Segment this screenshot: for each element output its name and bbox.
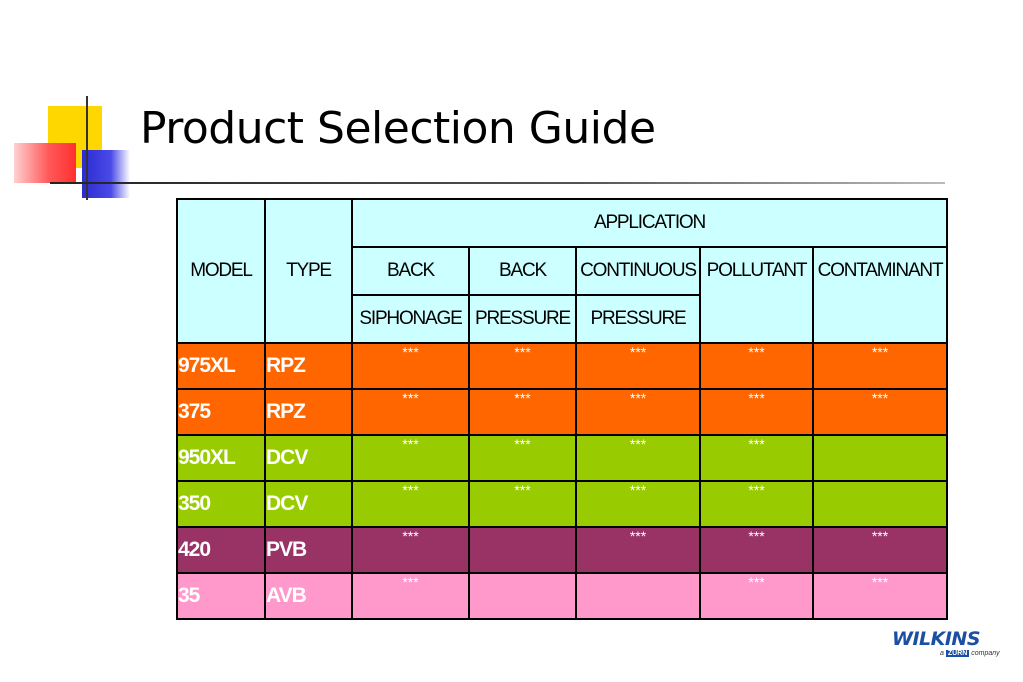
type-cell: PVB <box>264 526 353 574</box>
app-cell: *** <box>812 342 948 390</box>
table-row: 950XL DCV *** *** *** *** <box>176 434 948 482</box>
app-cell: *** <box>351 526 470 574</box>
header-col-2-line1: BACK <box>468 246 577 296</box>
logo-tagline-pre: a <box>940 650 944 657</box>
table-row: 350 DCV *** *** *** *** <box>176 480 948 528</box>
type-cell: AVB <box>264 572 353 620</box>
app-cell: *** <box>351 572 470 620</box>
app-cell <box>812 480 948 528</box>
app-cell: *** <box>351 388 470 436</box>
header-col-1-line1: BACK <box>351 246 470 296</box>
app-cell: *** <box>575 434 701 482</box>
app-cell: *** <box>699 342 814 390</box>
app-cell: *** <box>699 572 814 620</box>
header-row-line1: BACK BACK CONTINUOUS POLLUTANT CONTAMINA… <box>177 246 948 344</box>
type-cell: RPZ <box>264 388 353 436</box>
header-type: TYPE <box>264 198 353 344</box>
zurn-brand-mark: ZURN <box>945 650 970 657</box>
app-cell: *** <box>699 434 814 482</box>
app-cell <box>468 526 577 574</box>
table-row: 975XL RPZ *** *** *** *** *** <box>176 342 948 390</box>
title-underline <box>50 182 945 184</box>
app-cell <box>812 434 948 482</box>
header-row-line2: SIPHONAGE PRESSURE PRESSURE <box>177 294 947 344</box>
model-cell: 420 <box>176 526 266 574</box>
app-cell: *** <box>351 480 470 528</box>
decor-vertical-line <box>86 96 88 200</box>
app-cell: *** <box>812 572 948 620</box>
table-row: 375 RPZ *** *** *** *** *** <box>176 388 948 436</box>
decor-blue-square <box>82 150 130 198</box>
app-cell: *** <box>575 388 701 436</box>
type-cell: RPZ <box>264 342 353 390</box>
logo-tagline: a ZURN company <box>940 650 1000 657</box>
app-cell: *** <box>575 526 701 574</box>
app-cell: *** <box>351 342 470 390</box>
model-cell: 975XL <box>176 342 266 390</box>
header-col-2-line2: PRESSURE <box>468 294 577 344</box>
product-selection-table: MODEL TYPE APPLICATION BACK BACK CONTINU… <box>176 198 948 620</box>
model-cell: 350 <box>176 480 266 528</box>
app-cell: *** <box>699 480 814 528</box>
wilkins-logo: WILKINS <box>892 628 981 650</box>
app-cell: *** <box>468 388 577 436</box>
header-col-4: POLLUTANT <box>699 246 814 344</box>
app-cell: *** <box>575 480 701 528</box>
app-cell: *** <box>699 526 814 574</box>
app-cell: *** <box>468 342 577 390</box>
model-cell: 950XL <box>176 434 266 482</box>
type-cell: DCV <box>264 480 353 528</box>
logo-tagline-post: company <box>971 650 1000 657</box>
header-col-5: CONTAMINANT <box>812 246 948 344</box>
header-model: MODEL <box>176 198 266 344</box>
model-cell: 35 <box>176 572 266 620</box>
table-row: 420 PVB *** *** *** *** <box>176 526 948 574</box>
app-cell <box>575 572 701 620</box>
app-cell: *** <box>351 434 470 482</box>
header-col-3-line2: PRESSURE <box>575 294 701 344</box>
header-col-1-line2: SIPHONAGE <box>351 294 470 344</box>
app-cell: *** <box>812 388 948 436</box>
type-cell: DCV <box>264 434 353 482</box>
decor-red-square <box>14 143 76 183</box>
app-cell: *** <box>812 526 948 574</box>
header-application: APPLICATION <box>351 198 948 248</box>
model-cell: 375 <box>176 388 266 436</box>
app-cell: *** <box>468 480 577 528</box>
page-title: Product Selection Guide <box>140 103 656 154</box>
header-row-top: MODEL TYPE APPLICATION <box>176 198 948 344</box>
header-col-3-line1: CONTINUOUS <box>575 246 701 296</box>
app-cell <box>468 572 577 620</box>
app-cell: *** <box>575 342 701 390</box>
app-cell: *** <box>699 388 814 436</box>
table-row: 35 AVB *** *** *** <box>176 572 948 620</box>
app-cell: *** <box>468 434 577 482</box>
